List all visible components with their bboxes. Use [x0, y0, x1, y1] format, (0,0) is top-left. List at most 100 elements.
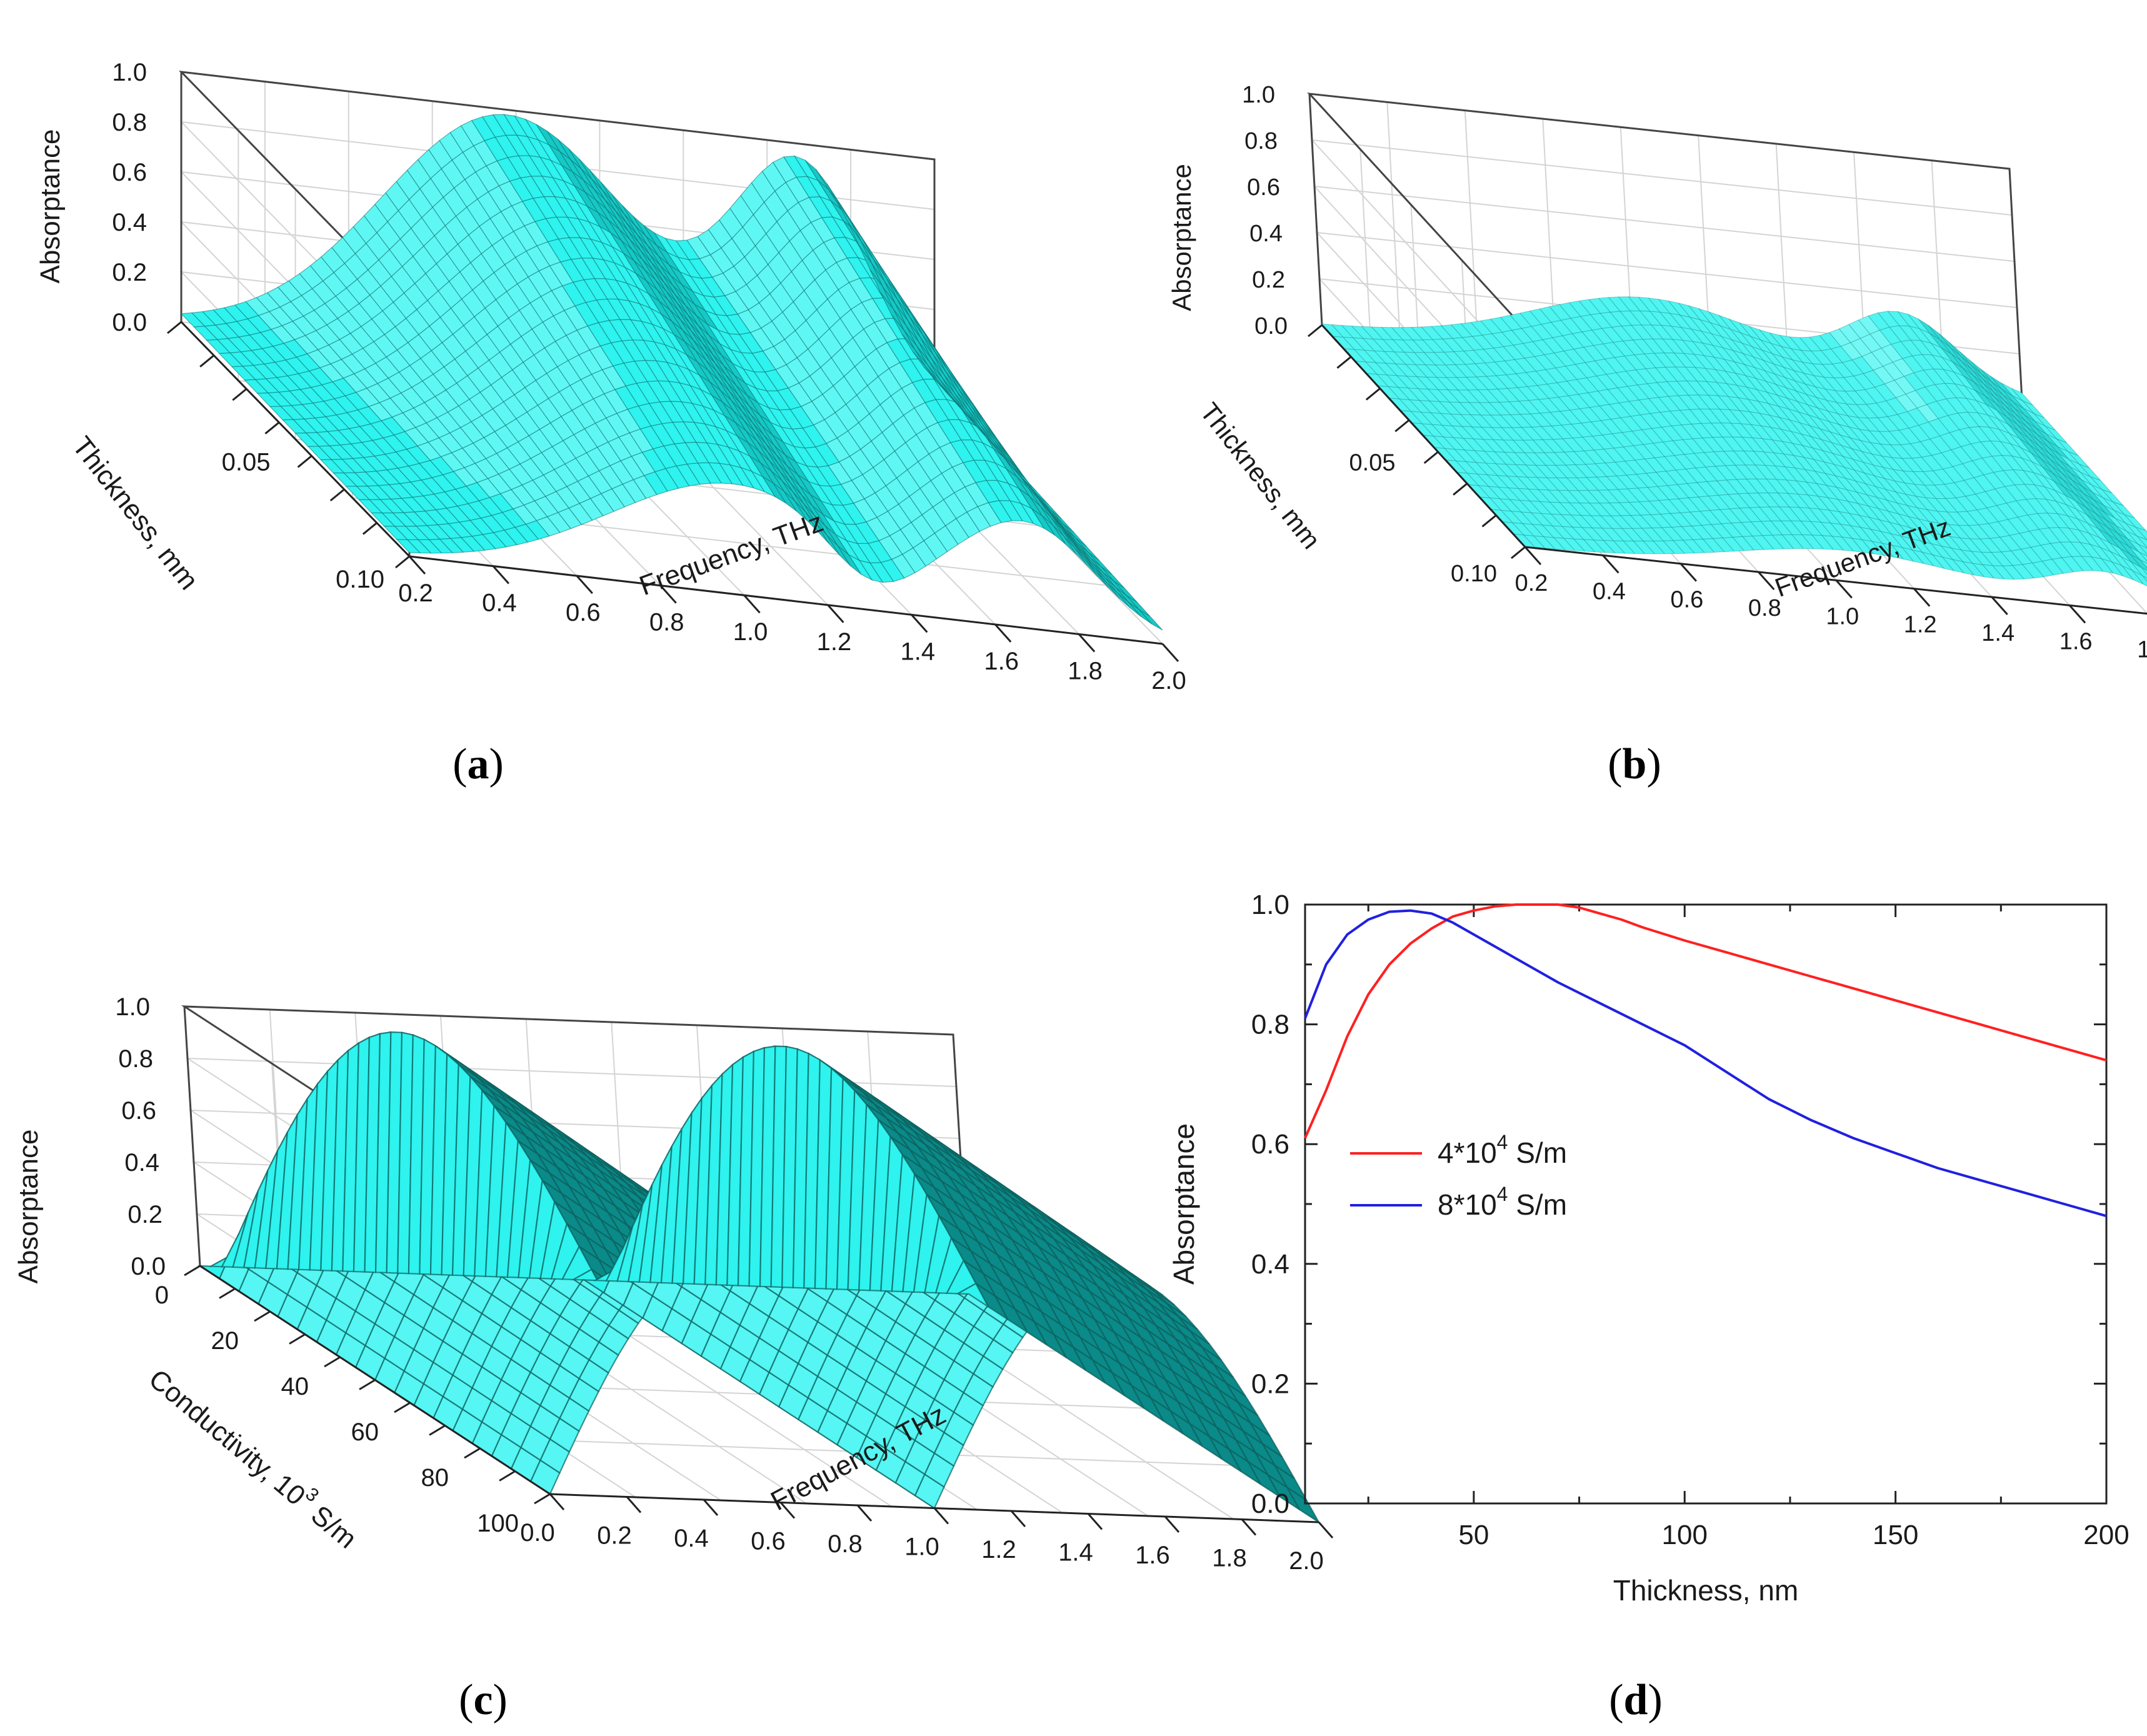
- x-tick-label: 0.2: [1515, 570, 1548, 596]
- x-tick-label: 1.2: [1904, 612, 1937, 638]
- y-tick: [394, 1402, 411, 1413]
- axes: [167, 321, 1179, 662]
- x-tick-label: 1.4: [901, 638, 936, 665]
- y-tick: [329, 488, 345, 502]
- z-tick-label: 0.2: [1252, 267, 1285, 293]
- z-tick-label: 0.0: [131, 1253, 166, 1280]
- y-tick: [1481, 514, 1497, 528]
- y-tick: [254, 1310, 271, 1322]
- x-tick-label: 1.0: [1826, 603, 1859, 630]
- y-tick: [167, 321, 182, 334]
- y-axis-line: [1321, 324, 1526, 548]
- surface-patch: [2139, 559, 2147, 568]
- surface-patch: [2138, 543, 2147, 555]
- grid-line: [1308, 93, 2010, 316]
- surface-patch: [2141, 567, 2147, 575]
- z-tick-label: 0.6: [121, 1097, 156, 1125]
- z-axis-label: Absorptance: [13, 1129, 44, 1283]
- surface-patch: [2129, 553, 2147, 571]
- x-tick: [1241, 1518, 1257, 1536]
- x-tick: [1602, 554, 1619, 574]
- panel-a-surface-chart: 0.0 0.2 0.4 0.6 0.8 1.0 Absorptance 0.2 0.4 0.6 0.…: [35, 59, 1186, 695]
- x-tick-label: 0.2: [398, 580, 433, 607]
- z-tick-label: 0.4: [1249, 221, 1283, 247]
- z-tick-label: 1.0: [1242, 82, 1275, 108]
- plot-frame: [1304, 903, 2108, 1505]
- y-tick: [1511, 546, 1526, 559]
- y-axis-label: Conductivity, 103 S/m: [143, 1359, 366, 1554]
- z-tick-label: 0.2: [112, 259, 147, 286]
- x-tick-label: 0.6: [751, 1528, 786, 1555]
- panel-d-line-chart: 50 100 150 200 0.0 0.2 0.4 0.6 0.8 1.0 Thickness, …: [1168, 890, 2129, 1607]
- x-tick-label: 0.8: [828, 1530, 863, 1558]
- surface-patch: [2011, 388, 2033, 406]
- x-tick: [1991, 596, 2008, 615]
- y-tick-label: 0.2: [1251, 1368, 1289, 1399]
- z-tick-label: 0.8: [1244, 128, 1278, 154]
- frame-corner: [183, 1006, 201, 1267]
- x-tick: [1164, 1516, 1180, 1533]
- ticks: [1305, 903, 2108, 1505]
- x-tick: [576, 575, 593, 595]
- x-tick: [1318, 1522, 1334, 1538]
- x-tick-label: 1.2: [817, 628, 852, 656]
- y-tick: [289, 1333, 306, 1345]
- z-tick-label: 0.0: [112, 309, 147, 336]
- z-tick-label: 1.0: [112, 59, 147, 86]
- y-tick: [499, 1470, 516, 1482]
- x-axis-label: Frequency, THz: [636, 507, 828, 602]
- y-axis-label: Absorptance: [1168, 1123, 1200, 1285]
- x-tick: [1758, 571, 1775, 590]
- x-tick: [1078, 633, 1096, 653]
- y-tick: [464, 1447, 481, 1459]
- panel-label-d: (d): [1609, 1676, 1663, 1724]
- legend-label-1: 4*104 S/m: [1438, 1131, 1567, 1169]
- x-tick: [743, 595, 761, 614]
- x-tick-label: 200: [2083, 1520, 2129, 1550]
- y-axis-line: [180, 321, 411, 558]
- y-axis-label: Thickness, mm: [66, 431, 204, 595]
- surface-patch: [2142, 575, 2147, 582]
- y-tick-label: 0.05: [1349, 450, 1396, 476]
- y-tick: [1336, 356, 1352, 369]
- y-tick: [1453, 483, 1468, 496]
- z-tick-label: 0.0: [1254, 313, 1288, 339]
- x-axis-line: [409, 555, 1163, 645]
- z-tick-label: 1.0: [115, 993, 150, 1021]
- surface-patch: [923, 366, 948, 393]
- y-tick: [264, 421, 280, 434]
- x-axis-line: [1524, 546, 2147, 615]
- x-tick: [1913, 588, 1931, 607]
- y-tick-label: 60: [351, 1418, 379, 1446]
- y-tick: [297, 455, 313, 468]
- y-tick-label: 0: [155, 1282, 169, 1309]
- y-tick: [1365, 388, 1381, 401]
- x-tick-label: 0.6: [1670, 587, 1703, 613]
- surface-patch: [2090, 476, 2113, 494]
- series-line-2: [1304, 909, 2107, 1218]
- x-tick-label: 0.0: [520, 1519, 555, 1547]
- y-tick: [219, 1288, 236, 1299]
- x-tick: [1679, 563, 1698, 582]
- x-tick: [626, 1496, 642, 1513]
- x-tick-label: 1.4: [1058, 1539, 1093, 1567]
- series-line-1: [1304, 903, 2107, 1139]
- y-tick: [362, 522, 378, 535]
- panel-b-surface-chart: 0.0 0.2 0.4 0.6 0.8 1.0 Absorptance 0.2 0.4 0.6 0.…: [1167, 82, 2147, 663]
- legend-label-2: 8*104 S/m: [1438, 1183, 1567, 1221]
- y-tick-label: 20: [211, 1327, 239, 1355]
- z-axis-label: Absorptance: [35, 129, 66, 283]
- surface: [1321, 296, 2147, 586]
- z-tick-label: 0.4: [112, 209, 147, 236]
- x-tick: [933, 1507, 949, 1525]
- panel-c-surface-chart: 0.0 0.2 0.4 0.6 0.8 1.0 Absorptance 0.0 0.2 0.4 0.…: [13, 993, 1334, 1575]
- y-tick-label: 0.0: [1251, 1488, 1289, 1519]
- x-tick: [1010, 1510, 1026, 1527]
- x-tick-label: 50: [1458, 1520, 1489, 1550]
- panel-label-a: (a): [453, 740, 504, 788]
- y-tick: [359, 1379, 376, 1390]
- y-tick-label: 0.05: [222, 449, 271, 476]
- surface-patch: [2123, 513, 2147, 531]
- y-tick: [184, 1265, 201, 1277]
- surface: [180, 114, 1163, 631]
